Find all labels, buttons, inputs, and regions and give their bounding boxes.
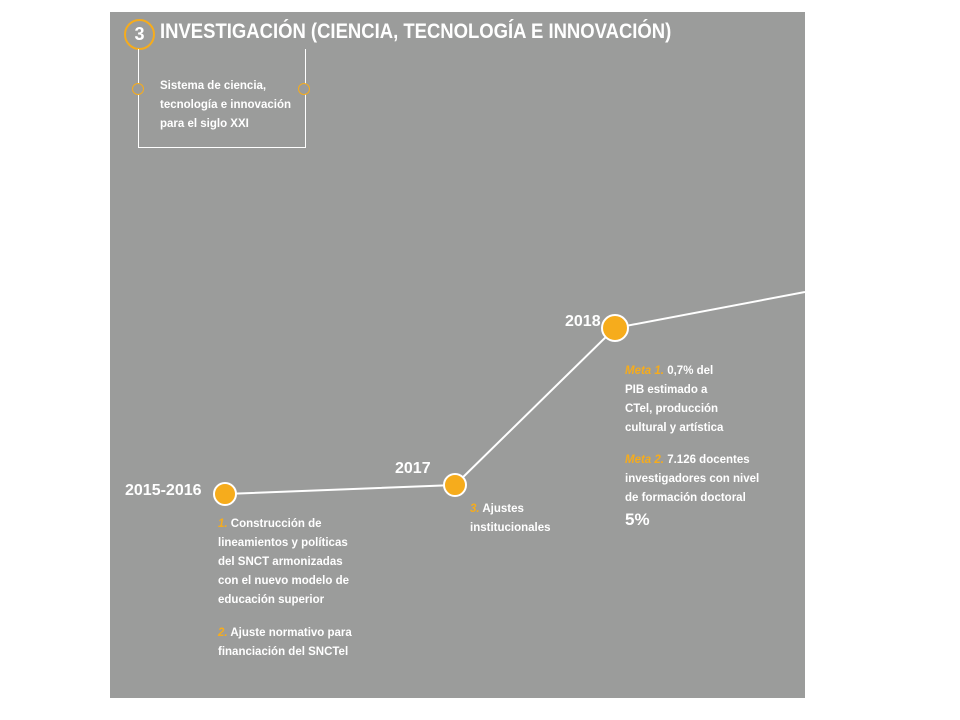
highlight-value: 5% bbox=[625, 510, 650, 529]
milestone-note: 3. Ajustes institucionales bbox=[470, 500, 590, 538]
infographic-panel: 3 INVESTIGACIÓN (CIENCIA, TECNOLOGÍA E I… bbox=[110, 12, 805, 698]
section-number-badge: 3 bbox=[124, 19, 155, 50]
milestone-note: Meta 1. 0,7% del PIB estimado a CTel, pr… bbox=[625, 362, 795, 438]
note-line: con el nuevo modelo de bbox=[218, 575, 349, 587]
note-line: 1. Construcción de bbox=[218, 518, 322, 530]
milestone-year: 2018 bbox=[565, 313, 601, 330]
milestone-note: Meta 2. 7.126 docentes investigadores co… bbox=[625, 451, 800, 508]
section-subtitle: Sistema de ciencia, tecnología e innovac… bbox=[160, 77, 310, 134]
subtitle-line: tecnología e innovación bbox=[160, 99, 291, 111]
item-prefix: 2. bbox=[218, 627, 228, 639]
milestone-note: 2. Ajuste normativo para financiación de… bbox=[218, 624, 388, 662]
note-line: investigadores con nivel bbox=[625, 473, 760, 485]
timeline-line bbox=[224, 291, 805, 495]
milestone-marker-2018 bbox=[601, 314, 629, 342]
note-line: educación superior bbox=[218, 594, 325, 606]
note-line: Meta 2. 7.126 docentes bbox=[625, 454, 750, 466]
subtitle-line: para el siglo XXI bbox=[160, 118, 249, 130]
milestone-marker-2015 bbox=[213, 482, 237, 506]
note-line: PIB estimado a bbox=[625, 384, 708, 396]
milestone-marker-2017 bbox=[443, 473, 467, 497]
milestone-note: 1. Construcción de lineamientos y políti… bbox=[218, 515, 388, 610]
note-line: CTel, producción bbox=[625, 403, 719, 415]
item-prefix: Meta 2. bbox=[625, 454, 664, 466]
note-line: Meta 1. 0,7% del bbox=[625, 365, 714, 377]
note-line: institucionales bbox=[470, 522, 551, 534]
timeline-graphic bbox=[213, 291, 805, 506]
bracket-right-dot bbox=[298, 83, 310, 95]
item-prefix: 3. bbox=[470, 503, 480, 515]
note-line: cultural y artística bbox=[625, 422, 724, 434]
bracket-left-dot bbox=[132, 83, 144, 95]
item-prefix: Meta 1. bbox=[625, 365, 664, 377]
note-line: lineamientos y políticas bbox=[218, 537, 348, 549]
item-prefix: 1. bbox=[218, 518, 228, 530]
note-line: del SNCT armonizadas bbox=[218, 556, 343, 568]
note-line: de formación doctoral bbox=[625, 492, 746, 504]
subtitle-line: Sistema de ciencia, bbox=[160, 80, 267, 92]
milestone-year: 2017 bbox=[395, 460, 431, 477]
note-line: financiación del SNCTel bbox=[218, 646, 349, 658]
milestone-year: 2015-2016 bbox=[125, 482, 202, 499]
note-line: 2. Ajuste normativo para bbox=[218, 627, 352, 639]
subtitle-bracket bbox=[138, 49, 306, 148]
note-line: 3. Ajustes bbox=[470, 503, 524, 515]
section-title: INVESTIGACIÓN (CIENCIA, TECNOLOGÍA E INN… bbox=[160, 20, 672, 43]
